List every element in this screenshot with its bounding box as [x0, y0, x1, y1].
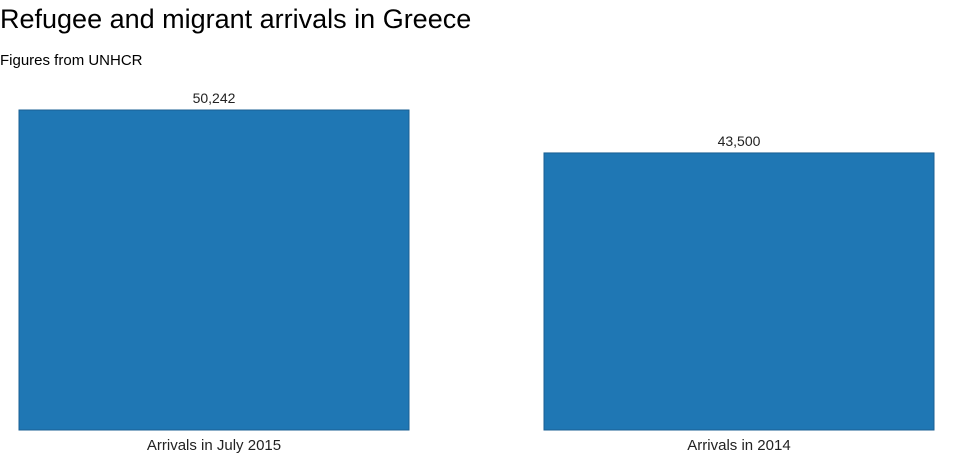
x-tick-label: Arrivals in July 2015: [147, 437, 281, 454]
chart-subtitle: Figures from UNHCR: [0, 52, 143, 69]
value-labels-group: 50,242 43,500: [193, 90, 761, 149]
x-tick-label: Arrivals in 2014: [687, 437, 790, 454]
chart-title: Refugee and migrant arrivals in Greece: [0, 4, 472, 34]
bar-value-label: 50,242: [193, 90, 236, 106]
bar: [18, 109, 410, 431]
x-axis-tick-labels: Arrivals in July 2015 Arrivals in 2014: [147, 437, 791, 454]
bar: [543, 152, 935, 431]
bars-group: [18, 109, 935, 431]
bar-value-label: 43,500: [718, 133, 761, 149]
